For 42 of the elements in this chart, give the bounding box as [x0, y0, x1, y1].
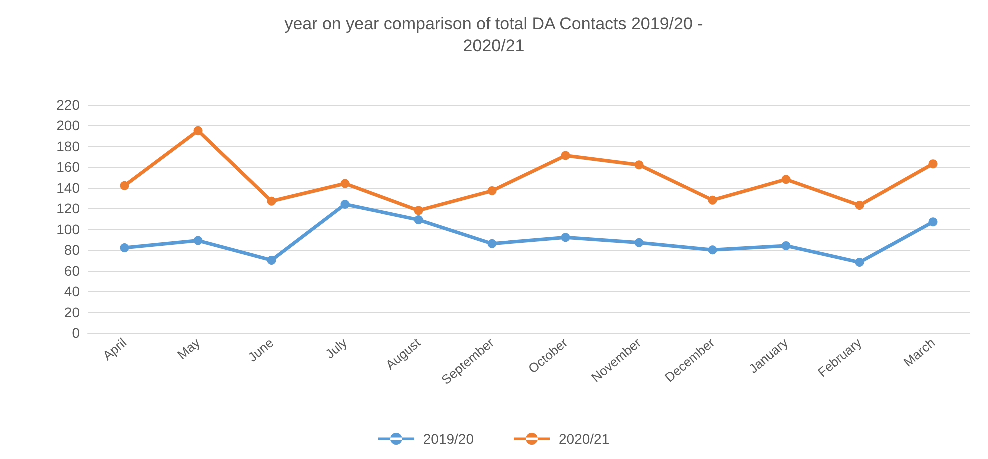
legend-label: 2019/20 [423, 431, 474, 447]
point [120, 181, 130, 190]
point [194, 236, 203, 246]
point [634, 160, 644, 170]
point [194, 126, 203, 136]
y-tick-label: 100 [56, 221, 80, 238]
y-tick-label: 60 [64, 262, 80, 279]
point [267, 196, 276, 206]
point [928, 218, 938, 227]
point [120, 244, 130, 253]
point [267, 256, 276, 265]
y-tick-label: 40 [64, 284, 80, 300]
x-tick-label: June [245, 335, 277, 365]
y-tick-label: 0 [72, 325, 80, 341]
point [414, 216, 424, 225]
point [855, 201, 864, 210]
point [708, 246, 718, 255]
point [488, 239, 497, 248]
point [561, 233, 570, 242]
x-tick-label: July [322, 334, 350, 362]
y-tick-label: 120 [56, 200, 80, 217]
y-tick-label: 20 [64, 304, 80, 320]
point [782, 241, 791, 250]
point [634, 238, 644, 248]
y-tick-label: 160 [56, 159, 80, 176]
point [855, 258, 864, 268]
y-tick-label: 140 [56, 180, 80, 196]
chart-title: year on year comparison of total DA Contacts 2019/20 - 2020/21 [284, 14, 704, 56]
point [708, 196, 718, 205]
point [340, 179, 350, 188]
point [340, 200, 350, 209]
legend-label: 2020/21 [559, 431, 610, 447]
point [782, 175, 791, 184]
point [561, 151, 570, 160]
y-tick-label: 80 [64, 242, 80, 258]
point [488, 186, 497, 196]
x-tick-label: May [174, 334, 204, 363]
point [414, 206, 424, 216]
y-tick-label: 180 [56, 138, 80, 154]
y-tick-label: 220 [56, 97, 80, 113]
point [928, 160, 938, 169]
y-tick-label: 200 [56, 118, 80, 134]
